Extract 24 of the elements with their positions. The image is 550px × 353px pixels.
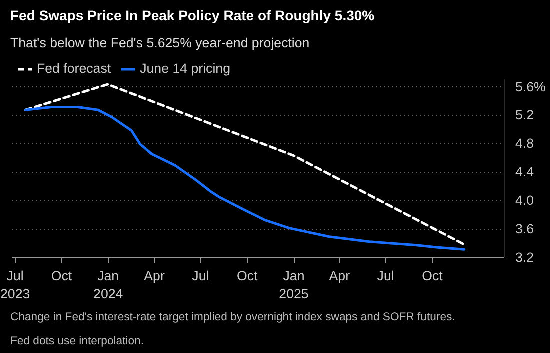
y-tick-label: 4.8 <box>516 136 534 152</box>
y-tick-label: 5.6% <box>516 80 546 94</box>
x-tick-label: Jan 2025 <box>279 268 309 302</box>
chart-subtitle: That's below the Fed's 5.625% year-end projection <box>10 36 310 50</box>
line-series <box>24 106 466 251</box>
y-tick-label: 3.2 <box>516 250 534 265</box>
x-tick-label: Oct <box>422 268 444 284</box>
y-tick-label: 5.2 <box>516 108 534 123</box>
x-tick-label: Apr <box>329 268 351 284</box>
y-tick-label: 4.4 <box>516 164 535 180</box>
chart-title: Fed Swaps Price In Peak Policy Rate of Roughly 5.30% <box>10 8 376 24</box>
x-tick-label: Jul <box>377 268 394 284</box>
x-tick-label: Jan 2024 <box>94 268 124 302</box>
x-tick-label: Jul <box>192 268 210 284</box>
x-tick-label: Jul 2023 <box>0 268 30 302</box>
line-series <box>24 83 466 246</box>
y-tick-label: 3.6 <box>516 222 534 237</box>
y-tick-label: 4.0 <box>516 193 534 208</box>
x-tick-label: Apr <box>144 268 166 284</box>
text: Change in Fed's interest-rate target implied by overnight index swaps and SOFR futures. Fed dots use interpolation. <box>10 312 456 348</box>
x-tick-label: Oct <box>236 268 258 284</box>
legend-label: Fed forecast <box>37 61 112 76</box>
legend-label: June 14 pricing <box>140 61 230 76</box>
x-tick-label: Oct <box>51 268 72 284</box>
